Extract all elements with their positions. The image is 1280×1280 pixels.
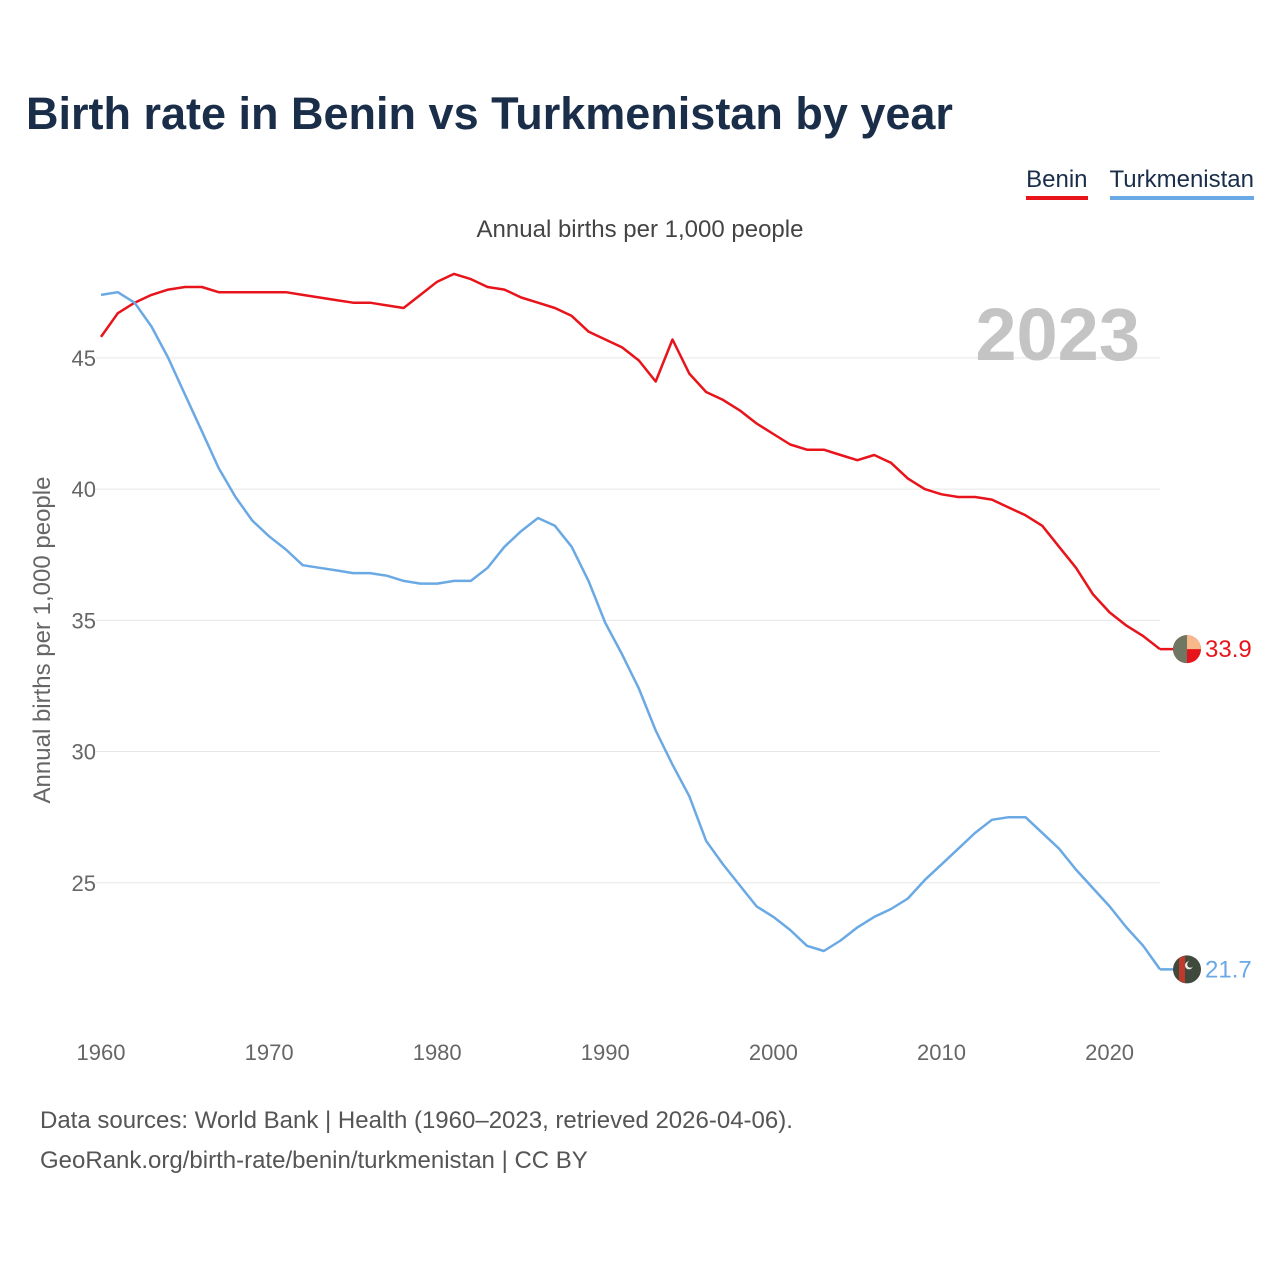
legend-item-benin[interactable]: Benin [1026, 166, 1088, 200]
flag-marker-benin [1173, 635, 1201, 664]
chart-title: Birth rate in Benin vs Turkmenistan by y… [26, 88, 953, 139]
end-value-label-turkmenistan: 21.7 [1205, 956, 1252, 983]
grid-lines [96, 357, 1160, 884]
flag-marker-turkmenistan [1173, 955, 1201, 984]
y-tick-label-40: 40 [72, 477, 96, 502]
x-axis-ticks: 1960 1970 1980 1990 2000 2010 2020 [77, 1040, 1135, 1065]
chart-subtitle: Annual births per 1,000 people [476, 216, 804, 243]
x-tick-label-1980: 1980 [413, 1040, 462, 1065]
end-value-label-benin: 33.9 [1205, 636, 1252, 663]
x-tick-label-2010: 2010 [917, 1040, 966, 1065]
y-tick-label-35: 35 [72, 608, 96, 633]
x-tick-label-2020: 2020 [1085, 1040, 1134, 1065]
x-tick-label-1960: 1960 [77, 1040, 126, 1065]
y-tick-label-25: 25 [72, 871, 96, 896]
data-source-note: Data sources: World Bank | Health (1960–… [40, 1107, 793, 1134]
x-tick-label-2000: 2000 [749, 1040, 798, 1065]
legend-item-turkmenistan[interactable]: Turkmenistan [1109, 166, 1254, 200]
y-axis-label: Annual births per 1,000 people [29, 477, 56, 804]
end-markers: 33.9 21.7 [1160, 635, 1252, 984]
credit-link[interactable]: GeoRank.org/birth-rate/benin/turkmenista… [40, 1147, 588, 1174]
year-watermark: 2023 [975, 293, 1140, 376]
series-line-benin[interactable] [99, 272, 1161, 651]
x-tick-label-1970: 1970 [245, 1040, 294, 1065]
legend: Benin Turkmenistan [1026, 166, 1254, 200]
y-tick-label-30: 30 [72, 740, 96, 765]
y-tick-label-45: 45 [72, 346, 96, 371]
y-axis-ticks: 25 30 35 40 45 [72, 346, 96, 896]
series-lines [99, 272, 1162, 971]
series-line-turkmenistan[interactable] [100, 290, 1162, 971]
x-tick-label-1990: 1990 [581, 1040, 630, 1065]
